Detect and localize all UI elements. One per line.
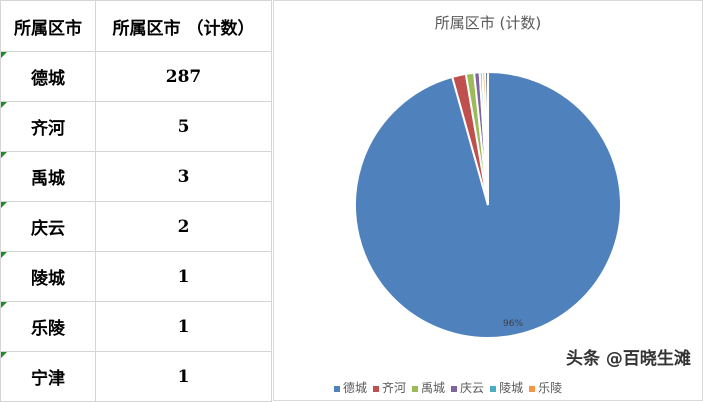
legend-label: 庆云 <box>460 381 485 395</box>
table-row: 乐陵 1 <box>0 301 272 352</box>
table-row: 庆云 2 <box>0 201 272 252</box>
legend-item: 庆云 <box>451 379 484 396</box>
pie-chart: 所属区市 (计数) 96% 德城 齐河 禹城 庆云 陵城 乐陵 <box>273 0 703 401</box>
legend-label: 齐河 <box>382 381 407 395</box>
table-row: 宁津 1 <box>0 351 272 402</box>
legend-item: 禹城 <box>412 379 445 396</box>
count-cell[interactable]: 1 <box>95 251 272 302</box>
header-count: 所属区市 （计数） <box>95 0 272 52</box>
legend-swatch <box>373 385 380 392</box>
district-cell[interactable]: 齐河 <box>0 101 96 152</box>
legend-item: 齐河 <box>373 379 406 396</box>
district-cell[interactable]: 乐陵 <box>0 301 96 352</box>
chart-title: 所属区市 (计数) <box>434 14 542 32</box>
table-header-row: 所属区市 所属区市 （计数） <box>0 0 272 52</box>
legend-swatch <box>412 385 419 392</box>
legend-item: 德城 <box>334 379 367 396</box>
legend-swatch <box>529 385 536 392</box>
data-label: 96% <box>503 319 523 329</box>
district-cell[interactable]: 陵城 <box>0 251 96 302</box>
count-cell[interactable]: 1 <box>95 351 272 402</box>
legend-label: 陵城 <box>499 381 524 395</box>
watermark: 头条 @百晓生滩 <box>566 349 691 369</box>
table-row: 齐河 5 <box>0 101 272 152</box>
count-cell[interactable]: 287 <box>95 51 272 102</box>
table-row: 禹城 3 <box>0 151 272 202</box>
legend-swatch <box>451 385 458 392</box>
legend-item: 乐陵 <box>529 379 562 396</box>
count-cell[interactable]: 5 <box>95 101 272 152</box>
legend: 德城 齐河 禹城 庆云 陵城 乐陵 <box>334 379 562 396</box>
district-cell[interactable]: 禹城 <box>0 151 96 202</box>
district-cell[interactable]: 德城 <box>0 51 96 102</box>
district-cell[interactable]: 庆云 <box>0 201 96 252</box>
count-cell[interactable]: 1 <box>95 301 272 352</box>
count-cell[interactable]: 3 <box>95 151 272 202</box>
legend-swatch <box>490 385 497 392</box>
legend-label: 德城 <box>343 381 368 395</box>
table-row: 陵城 1 <box>0 251 272 302</box>
pie-slice-宁津 <box>484 70 489 206</box>
legend-item: 陵城 <box>490 379 523 396</box>
table-row: 德城 287 <box>0 51 272 102</box>
district-cell[interactable]: 宁津 <box>0 351 96 402</box>
data-table: 所属区市 所属区市 （计数） 德城 287 齐河 5 禹城 3 庆云 2 陵城 1 乐陵 1 宁津 1 <box>0 0 272 402</box>
legend-swatch <box>334 385 340 392</box>
legend-label: 禹城 <box>421 381 446 395</box>
header-district: 所属区市 <box>0 0 96 52</box>
count-cell[interactable]: 2 <box>95 201 272 252</box>
pie-svg: 96% <box>354 70 622 339</box>
legend-label: 乐陵 <box>538 381 563 395</box>
